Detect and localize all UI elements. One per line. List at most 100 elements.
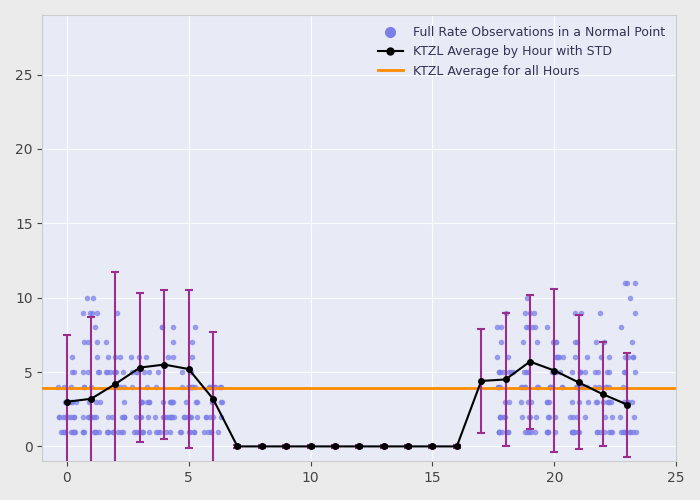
Point	[579, 368, 590, 376]
Point	[198, 428, 209, 436]
Point	[529, 428, 540, 436]
Point	[503, 428, 514, 436]
Point	[78, 428, 89, 436]
Point	[111, 383, 122, 391]
Point	[186, 383, 197, 391]
Point	[126, 353, 137, 361]
Point	[542, 428, 554, 436]
Point	[547, 338, 559, 346]
Point	[494, 428, 505, 436]
Point	[110, 353, 121, 361]
Point	[136, 398, 148, 406]
Point	[190, 398, 201, 406]
Point	[191, 412, 202, 420]
Point	[115, 383, 126, 391]
Point	[568, 428, 580, 436]
Point	[573, 428, 584, 436]
Point	[622, 353, 633, 361]
Point	[85, 412, 96, 420]
Point	[57, 428, 69, 436]
Point	[525, 428, 536, 436]
Point	[627, 428, 638, 436]
Point	[495, 324, 506, 332]
Point	[117, 368, 128, 376]
Point	[541, 398, 552, 406]
Point	[118, 412, 130, 420]
Point	[549, 368, 560, 376]
Point	[69, 412, 80, 420]
Point	[503, 368, 514, 376]
Point	[190, 324, 201, 332]
Point	[620, 279, 631, 287]
Point	[556, 383, 567, 391]
Point	[621, 279, 632, 287]
Point	[60, 398, 71, 406]
Point	[66, 398, 77, 406]
Point	[82, 368, 93, 376]
Point	[103, 412, 114, 420]
Point	[556, 383, 567, 391]
Point	[140, 353, 151, 361]
Point	[88, 294, 99, 302]
Point	[213, 428, 224, 436]
Point	[621, 428, 632, 436]
Point	[626, 398, 638, 406]
Point	[497, 428, 508, 436]
Point	[589, 368, 601, 376]
Point	[524, 412, 536, 420]
Point	[118, 398, 130, 406]
Point	[494, 383, 505, 391]
Point	[168, 398, 179, 406]
Point	[519, 383, 530, 391]
Point	[82, 294, 93, 302]
Point	[164, 412, 176, 420]
Point	[496, 338, 507, 346]
Point	[215, 383, 226, 391]
Point	[532, 383, 543, 391]
Point	[94, 398, 106, 406]
Point	[516, 412, 527, 420]
Point	[190, 383, 201, 391]
Point	[85, 308, 96, 316]
Point	[571, 383, 582, 391]
Point	[602, 368, 613, 376]
Point	[135, 398, 146, 406]
Point	[55, 428, 66, 436]
Point	[92, 368, 104, 376]
Point	[519, 383, 531, 391]
Point	[141, 383, 153, 391]
Point	[144, 398, 155, 406]
Point	[546, 383, 557, 391]
Point	[118, 383, 130, 391]
Point	[105, 368, 116, 376]
Point	[161, 428, 172, 436]
Point	[66, 383, 77, 391]
Point	[168, 412, 179, 420]
Point	[207, 398, 218, 406]
Point	[85, 383, 97, 391]
Point	[599, 412, 610, 420]
Point	[620, 428, 631, 436]
Point	[174, 428, 186, 436]
Point	[108, 428, 119, 436]
Point	[134, 428, 145, 436]
Point	[216, 398, 227, 406]
Point	[592, 428, 603, 436]
Point	[78, 368, 89, 376]
Point	[550, 368, 561, 376]
Point	[206, 428, 217, 436]
Point	[572, 412, 583, 420]
Point	[206, 398, 218, 406]
Point	[508, 368, 519, 376]
Point	[185, 368, 196, 376]
Point	[144, 428, 155, 436]
Point	[58, 412, 69, 420]
Point	[134, 412, 146, 420]
Point	[69, 412, 80, 420]
Point	[102, 368, 113, 376]
Point	[567, 412, 578, 420]
Point	[210, 383, 221, 391]
Point	[187, 338, 198, 346]
Point	[606, 428, 617, 436]
Point	[157, 398, 168, 406]
